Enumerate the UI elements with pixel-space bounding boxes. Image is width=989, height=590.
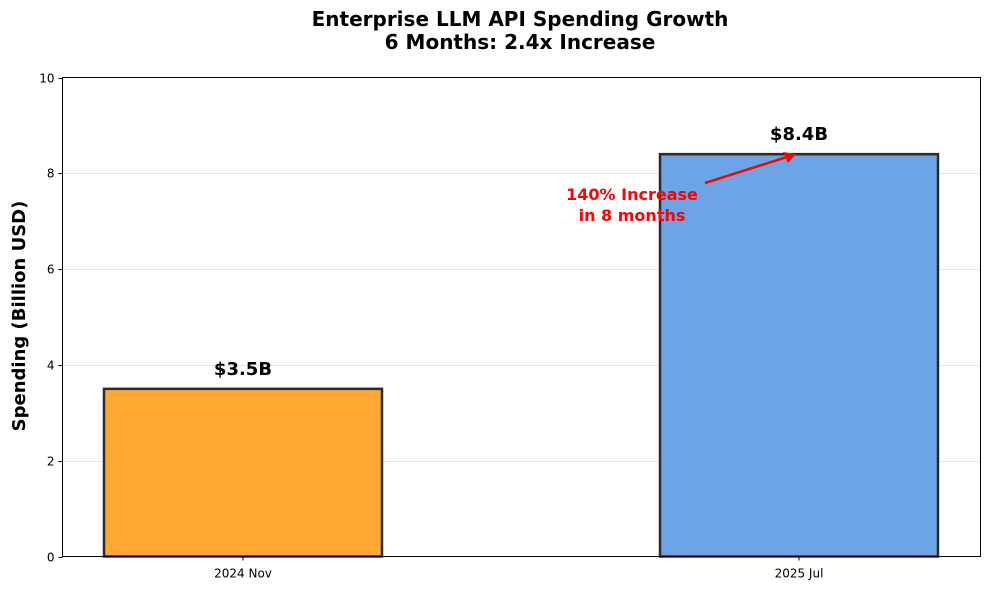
data-label: $3.5B bbox=[214, 359, 272, 380]
y-tick-label: 8 bbox=[47, 167, 55, 181]
y-axis-label: Spending (Billion USD) bbox=[9, 201, 30, 432]
bar-2024-nov bbox=[102, 387, 384, 558]
x-tick-label: 2025 Jul bbox=[775, 567, 824, 581]
bar-2025-jul bbox=[658, 152, 940, 558]
plot-frame bbox=[62, 77, 981, 557]
x-tick-label: 2024 Nov bbox=[214, 567, 272, 581]
annotation-text: 140% Increase bbox=[566, 185, 698, 204]
chart-title: Enterprise LLM API Spending Growth bbox=[312, 7, 729, 31]
y-tick-label: 2 bbox=[47, 455, 55, 469]
y-tick-label: 10 bbox=[39, 72, 54, 86]
annotation-arrow bbox=[704, 155, 788, 185]
y-tick-label: 0 bbox=[47, 551, 55, 565]
data-label: $8.4B bbox=[770, 124, 828, 145]
chart-subtitle: 6 Months: 2.4x Increase bbox=[385, 30, 656, 54]
arrow-head-icon bbox=[783, 152, 796, 163]
y-tick-label: 4 bbox=[47, 359, 55, 373]
y-tick-label: 6 bbox=[47, 263, 55, 277]
annotation-text: in 8 months bbox=[579, 206, 686, 225]
